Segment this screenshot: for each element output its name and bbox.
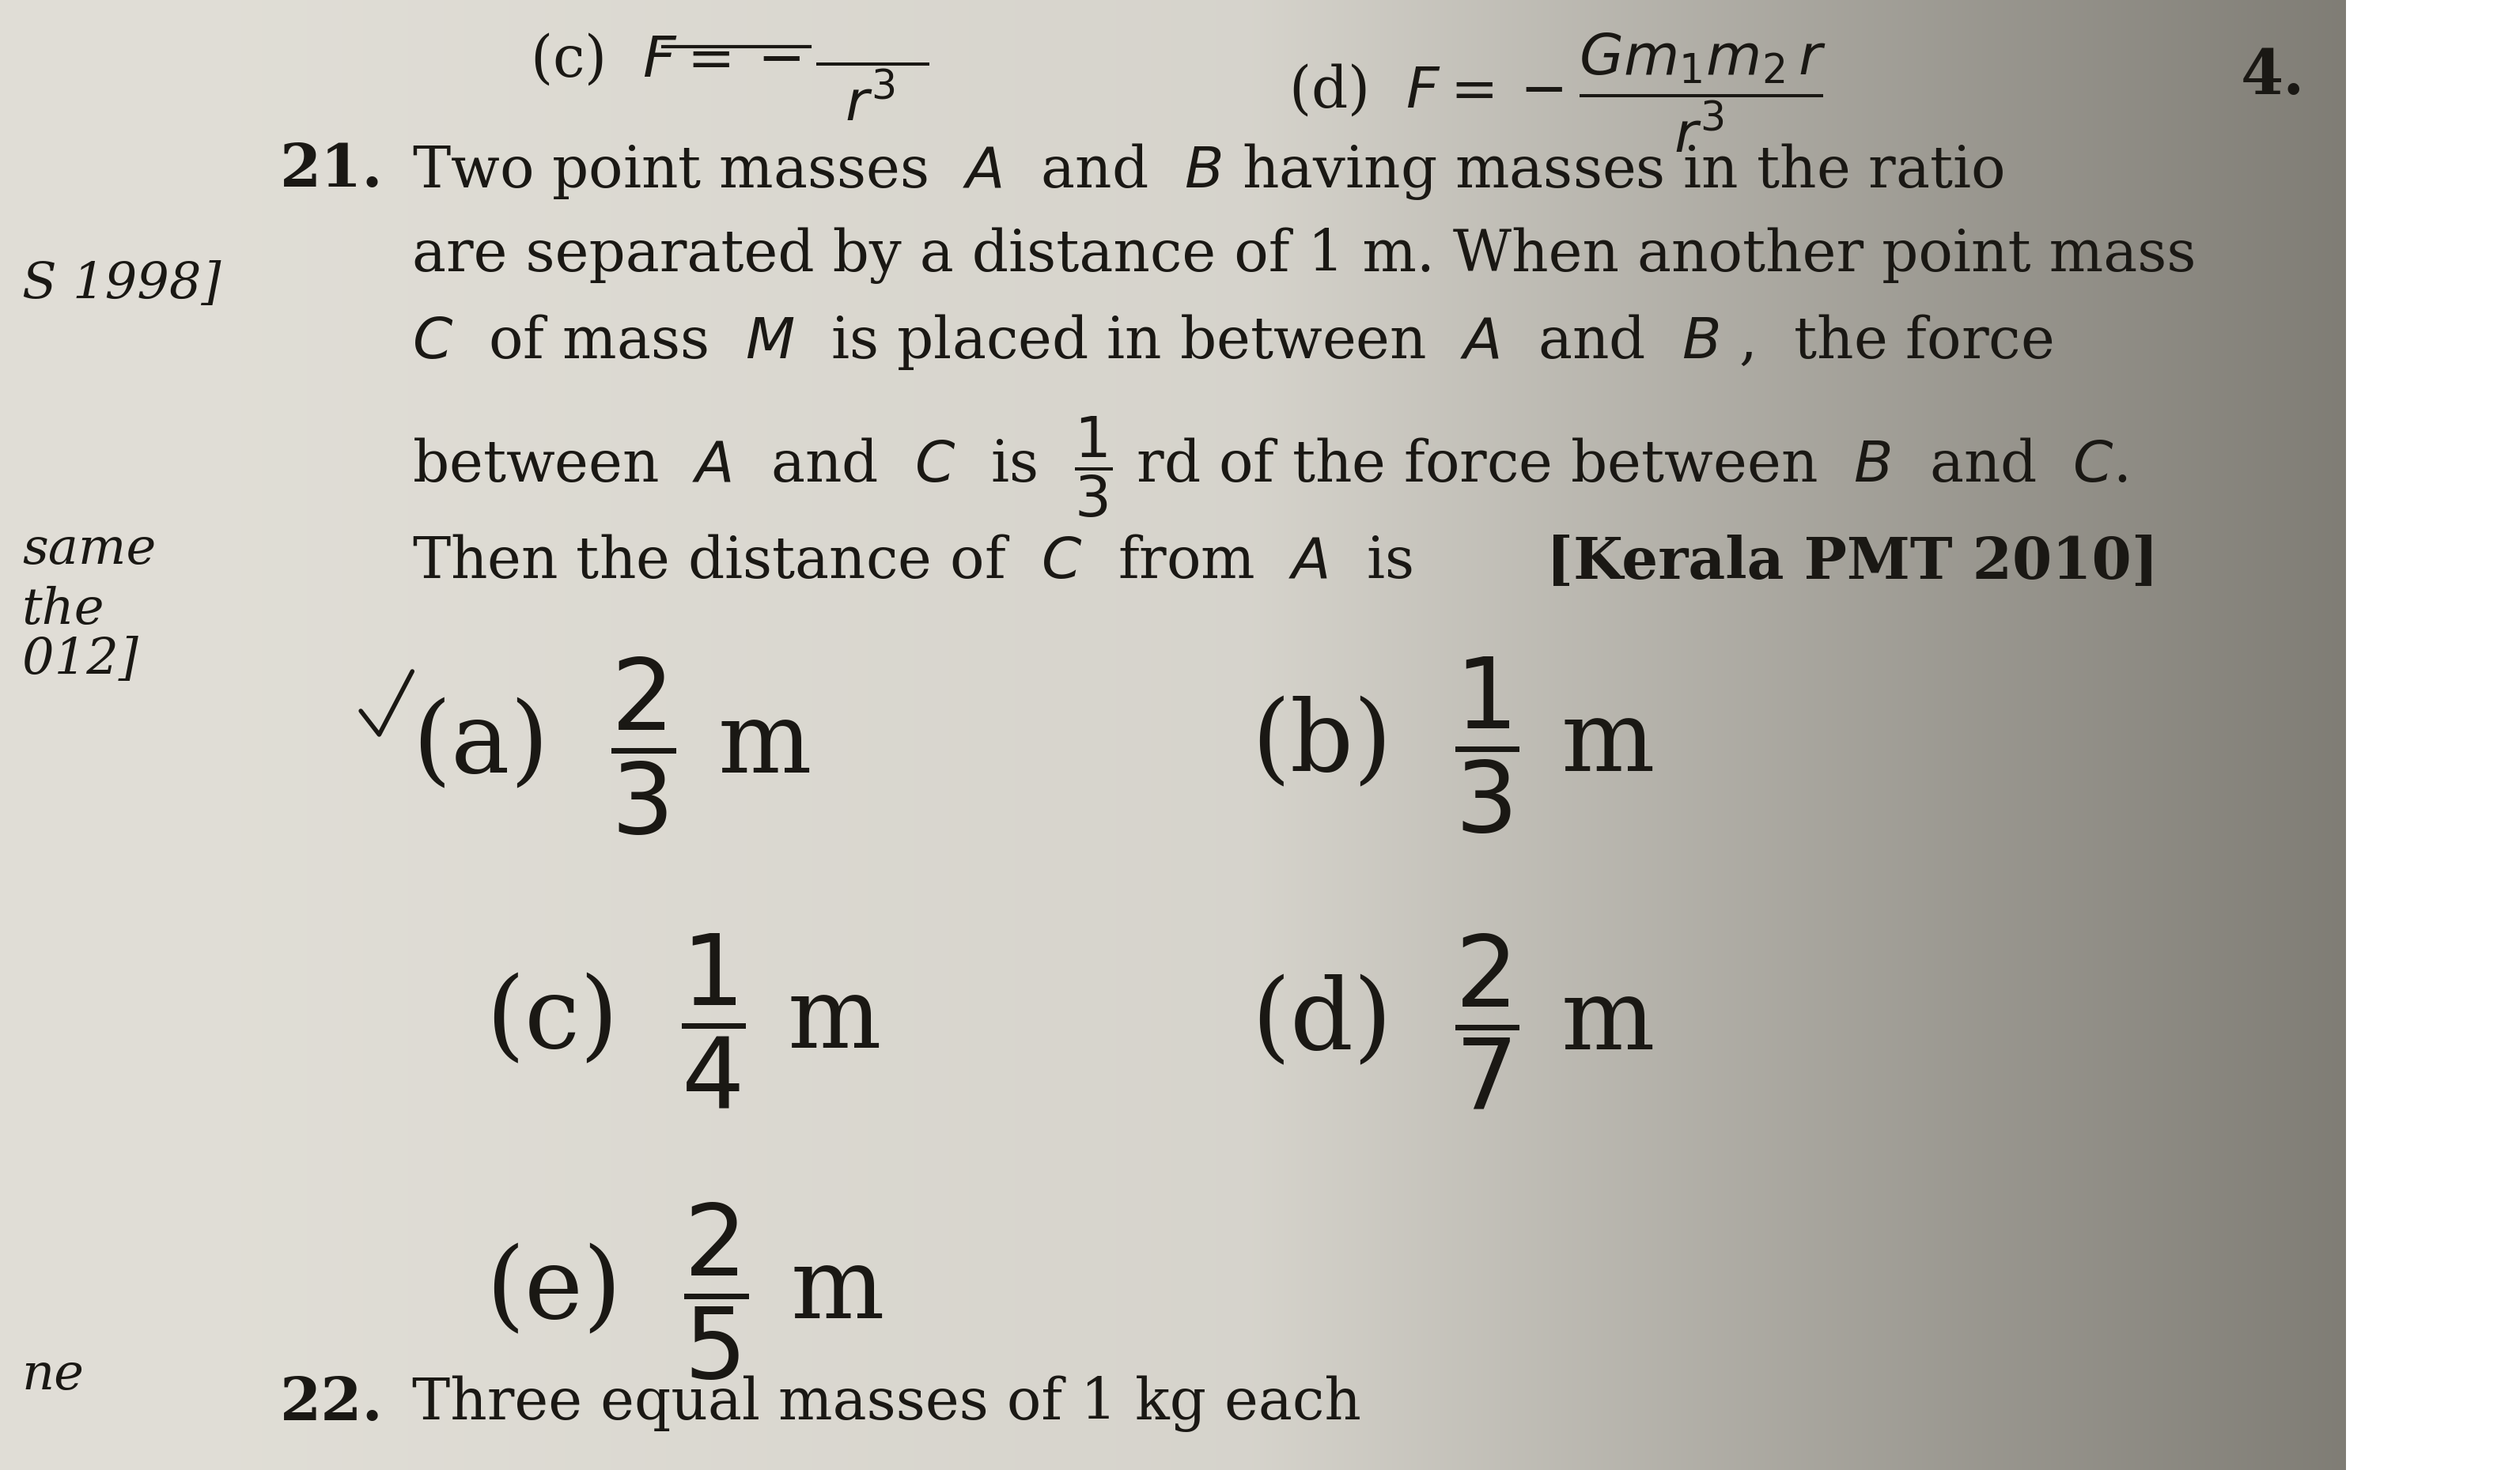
Text: S 1998]: S 1998] bbox=[23, 262, 222, 310]
Text: (d)  $F = -\dfrac{Gm_1m_2\,r}{r^3}$: (d) $F = -\dfrac{Gm_1m_2\,r}{r^3}$ bbox=[1288, 31, 1827, 154]
Text: Two point masses  $A$  and  $B$ having masses in the ratio: Two point masses $A$ and $B$ having mass… bbox=[413, 141, 2003, 201]
Text: (d)  $\dfrac{2}{7}$ m: (d) $\dfrac{2}{7}$ m bbox=[1252, 932, 1653, 1111]
Text: ne: ne bbox=[23, 1351, 86, 1399]
Text: (c)  $\dfrac{1}{4}$ m: (c) $\dfrac{1}{4}$ m bbox=[486, 932, 879, 1110]
Text: (c)  $F = -\dfrac{\quad\quad}{r^3}$: (c) $F = -\dfrac{\quad\quad}{r^3}$ bbox=[529, 31, 930, 122]
Text: are separated by a distance of 1 m. When another point mass: are separated by a distance of 1 m. When… bbox=[413, 226, 2197, 284]
Text: $C$  of mass  $M$  is placed in between  $A$  and  $B$ ,  the force: $C$ of mass $M$ is placed in between $A$… bbox=[413, 312, 2054, 372]
Text: (e)  $\dfrac{2}{5}$ m: (e) $\dfrac{2}{5}$ m bbox=[486, 1201, 885, 1382]
Text: between  $A$  and  $C$  is  $\dfrac{1}{3}$ rd of the force between  $B$  and  $C: between $A$ and $C$ is $\dfrac{1}{3}$ rd… bbox=[413, 415, 2127, 520]
Text: (b)  $\dfrac{1}{3}$ m: (b) $\dfrac{1}{3}$ m bbox=[1252, 656, 1653, 836]
Text: 21.: 21. bbox=[280, 141, 383, 200]
Text: 012]: 012] bbox=[23, 637, 139, 685]
Text: same: same bbox=[23, 526, 156, 575]
Text: 4.: 4. bbox=[2240, 47, 2303, 107]
Text: Three equal masses of 1 kg each: Three equal masses of 1 kg each bbox=[413, 1374, 1361, 1432]
Text: the: the bbox=[23, 585, 106, 635]
Text: (a)  $\dfrac{2}{3}$ m: (a) $\dfrac{2}{3}$ m bbox=[413, 656, 811, 838]
Text: [Kerala PMT 2010]: [Kerala PMT 2010] bbox=[1547, 535, 2157, 591]
Text: 22.: 22. bbox=[280, 1374, 383, 1433]
Text: Then the distance of  $C$  from  $A$  is: Then the distance of $C$ from $A$ is bbox=[413, 535, 1414, 589]
